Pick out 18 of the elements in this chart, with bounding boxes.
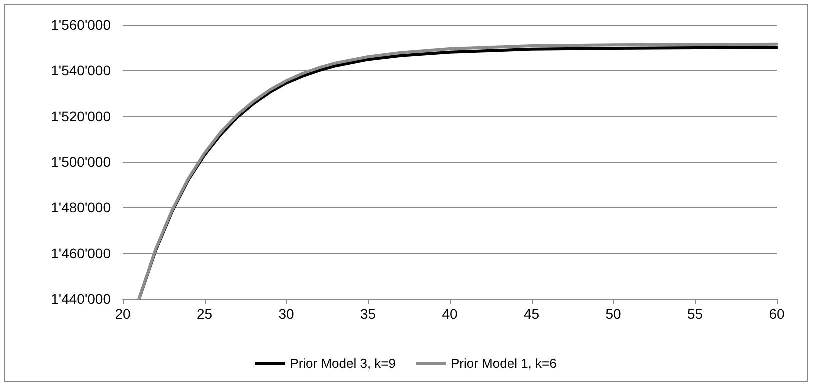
y-tick-label: 1'520'000	[51, 108, 112, 124]
legend-label: Prior Model 3, k=9	[290, 356, 396, 371]
legend-label: Prior Model 1, k=6	[451, 356, 557, 371]
x-tick-label: 60	[769, 306, 785, 322]
x-tick-label: 50	[606, 306, 622, 322]
y-tick-label: 1'440'000	[51, 291, 112, 307]
x-tick-label: 40	[442, 306, 458, 322]
x-tick-label: 45	[524, 306, 540, 322]
x-tick-label: 20	[115, 306, 131, 322]
y-tick-label: 1'500'000	[51, 154, 112, 170]
y-tick-label: 1'460'000	[51, 245, 112, 262]
x-tick-label: 35	[360, 306, 376, 322]
x-tick-label: 55	[687, 306, 704, 322]
y-tick-label: 1'540'000	[51, 62, 112, 79]
y-tick-label: 1'480'000	[51, 200, 112, 216]
y-tick-label: 1'560'000	[51, 17, 112, 33]
x-tick-label: 25	[196, 306, 213, 322]
x-tick-label: 30	[278, 306, 294, 322]
